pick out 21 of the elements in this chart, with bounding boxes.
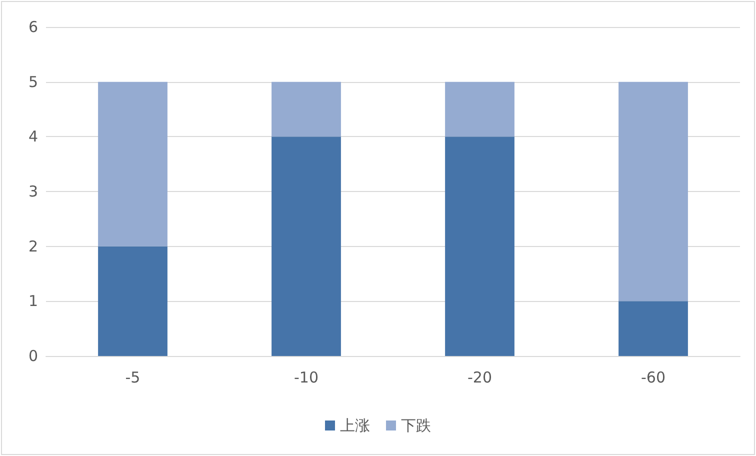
x-tick-label: -20 <box>468 368 492 386</box>
bar <box>445 136 514 356</box>
y-tick-label: 5 <box>28 72 38 91</box>
x-tick-label: -5 <box>125 368 140 386</box>
y-tick-label: 0 <box>28 347 38 365</box>
x-tick-label: -60 <box>641 368 666 386</box>
y-tick-label: 2 <box>28 237 38 256</box>
bar <box>618 82 688 302</box>
bar <box>98 82 168 246</box>
legend-label: 上涨 <box>340 416 370 434</box>
y-tick-label: 3 <box>28 182 38 200</box>
bar <box>272 82 341 137</box>
y-tick-label: 6 <box>28 18 38 36</box>
y-tick-label: 1 <box>28 292 38 310</box>
bar <box>618 301 688 356</box>
bar <box>445 82 514 137</box>
bar <box>98 246 168 356</box>
bar <box>272 136 341 356</box>
legend-label: 下跌 <box>401 416 431 434</box>
y-tick-label: 4 <box>28 128 38 146</box>
x-tick-label: -10 <box>294 368 318 386</box>
